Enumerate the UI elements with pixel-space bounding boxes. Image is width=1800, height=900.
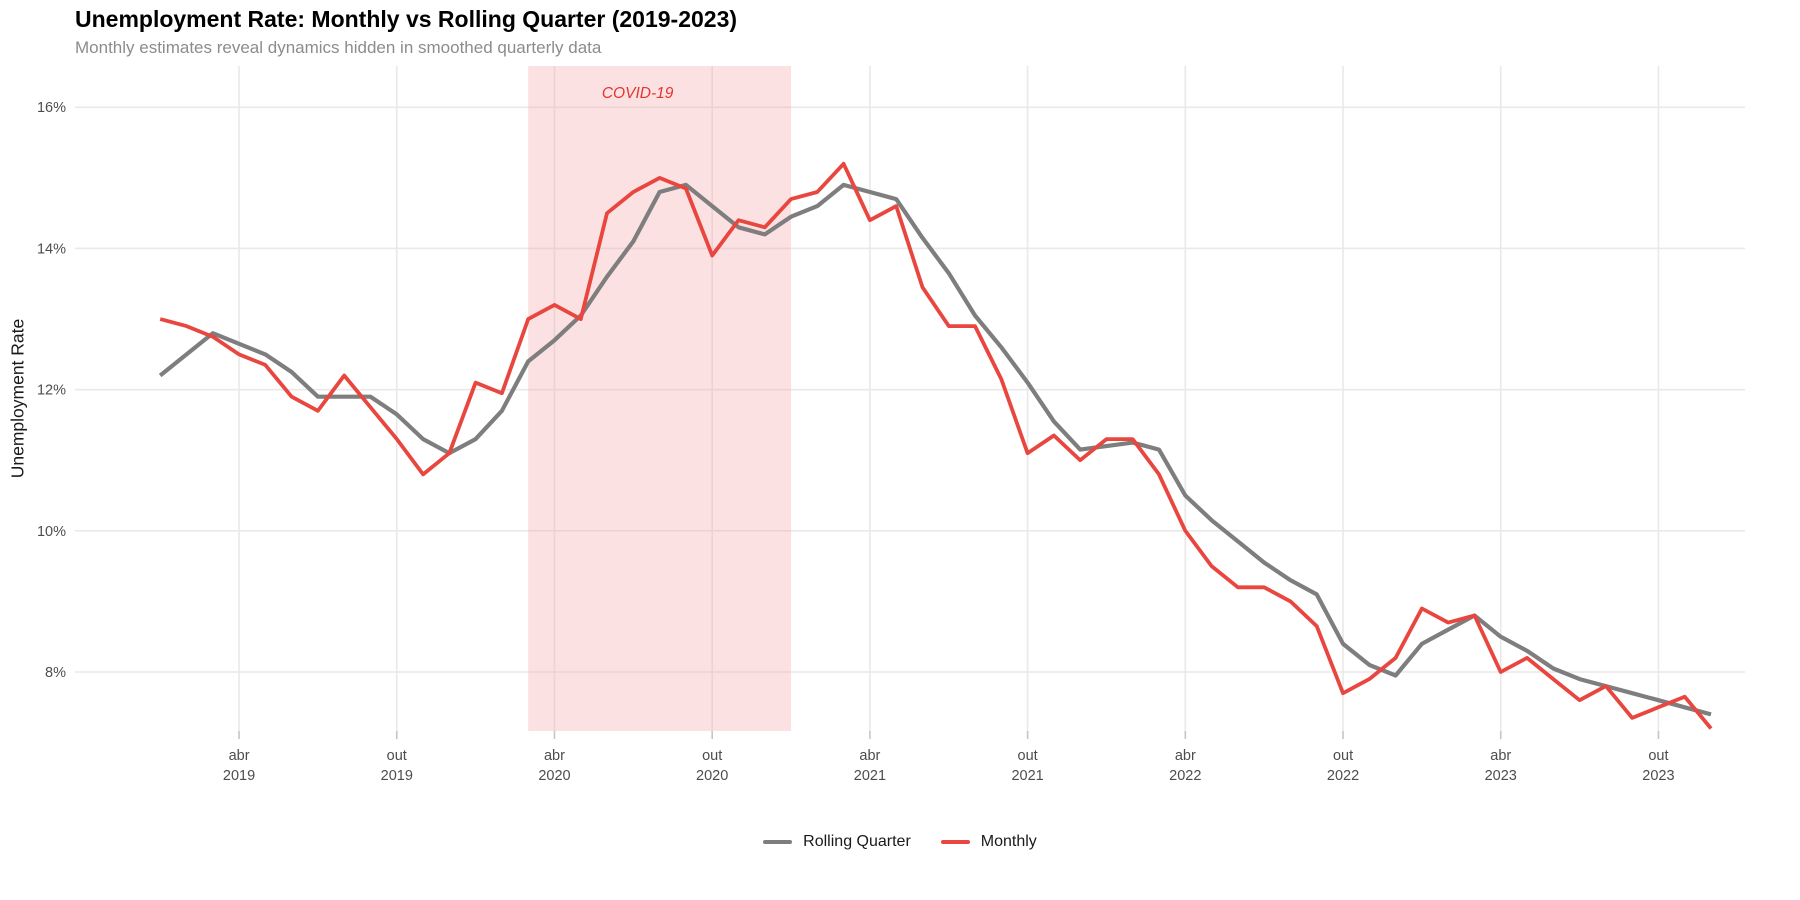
x-tick-label-year: 2019 bbox=[381, 768, 413, 784]
y-tick-label: 8% bbox=[45, 665, 66, 681]
y-tick-label: 12% bbox=[37, 383, 66, 399]
x-tick-label-year: 2020 bbox=[538, 768, 570, 784]
covid-band-label: COVID-19 bbox=[601, 85, 674, 102]
x-tick-label-year: 2023 bbox=[1485, 768, 1517, 784]
legend: Rolling Quarter Monthly bbox=[0, 833, 1800, 851]
legend-label-rolling-quarter: Rolling Quarter bbox=[803, 833, 911, 850]
y-tick-label: 14% bbox=[37, 241, 66, 257]
x-tick-label-month: abr bbox=[859, 748, 880, 764]
legend-label-monthly: Monthly bbox=[980, 833, 1037, 850]
rolling-quarter-line-swatch-icon bbox=[763, 840, 793, 844]
x-tick-label-month: out bbox=[1018, 748, 1038, 764]
x-tick-label-month: abr bbox=[1175, 748, 1196, 764]
covid-band bbox=[528, 66, 792, 731]
x-tick-label-year: 2019 bbox=[223, 768, 255, 784]
x-tick-label-month: abr bbox=[229, 748, 250, 764]
x-tick-label-month: out bbox=[387, 748, 407, 764]
x-tick-label-year: 2023 bbox=[1642, 768, 1674, 784]
x-tick-label-month: out bbox=[1648, 748, 1668, 764]
monthly-line-swatch-icon bbox=[940, 840, 970, 844]
chart-title: Unemployment Rate: Monthly vs Rolling Qu… bbox=[75, 6, 738, 32]
legend-item-monthly: Monthly bbox=[940, 833, 1037, 851]
chart-subtitle: Monthly estimates reveal dynamics hidden… bbox=[75, 38, 602, 57]
x-tick-label-year: 2021 bbox=[854, 768, 886, 784]
y-axis-title: Unemployment Rate bbox=[7, 318, 28, 478]
x-tick-label-year: 2020 bbox=[696, 768, 728, 784]
x-tick-label-year: 2022 bbox=[1327, 768, 1359, 784]
x-tick-label-year: 2022 bbox=[1169, 768, 1201, 784]
monthly-line bbox=[159, 161, 1713, 730]
legend-item-rolling-quarter: Rolling Quarter bbox=[763, 833, 911, 851]
y-tick-label: 16% bbox=[37, 100, 66, 116]
x-tick-label-month: abr bbox=[1490, 748, 1511, 764]
y-tick-label: 10% bbox=[37, 524, 66, 540]
rolling-quarter-line bbox=[158, 182, 1712, 717]
x-tick-label-month: out bbox=[1333, 748, 1353, 764]
x-tick-label-month: abr bbox=[544, 748, 565, 764]
x-tick-label-month: out bbox=[702, 748, 722, 764]
x-tick-label-year: 2021 bbox=[1011, 768, 1043, 784]
